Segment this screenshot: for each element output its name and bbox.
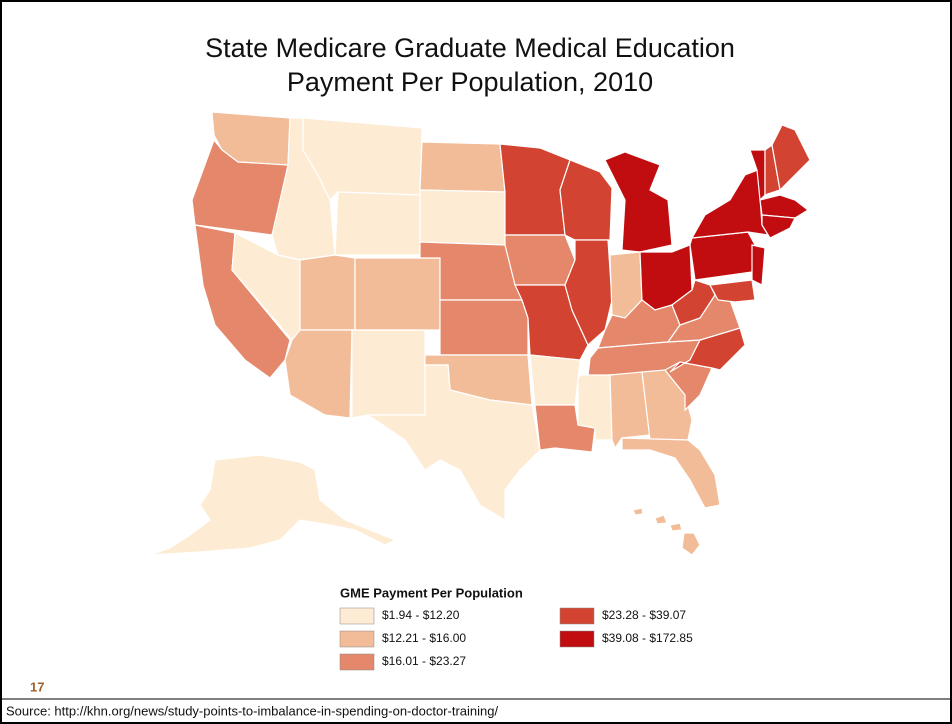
state — [284, 329, 353, 419]
legend-swatch — [559, 607, 595, 625]
state — [709, 279, 756, 303]
legend-label: $1.94 - $12.20 — [382, 608, 460, 622]
state — [604, 151, 673, 253]
state — [419, 141, 506, 193]
state — [504, 234, 576, 286]
state — [499, 143, 571, 236]
legend-label: $23.28 - $39.07 — [602, 608, 686, 622]
legend-swatch — [559, 630, 595, 648]
state — [749, 149, 766, 202]
state — [149, 454, 397, 556]
state — [351, 329, 426, 419]
state — [419, 189, 506, 246]
state — [632, 507, 644, 516]
state — [299, 254, 356, 331]
state — [669, 522, 683, 532]
state — [439, 299, 529, 356]
state — [621, 437, 721, 509]
state — [654, 514, 668, 525]
state — [751, 244, 766, 286]
legend-swatch — [339, 653, 375, 671]
legend-swatch — [339, 607, 375, 625]
state — [559, 159, 613, 241]
us-map — [149, 111, 811, 556]
title-line: Payment Per Population, 2010 — [287, 67, 653, 97]
state — [302, 117, 423, 202]
state — [771, 124, 811, 192]
title-line: State Medicare Graduate Medical Educatio… — [205, 33, 735, 63]
source: Source: http://khn.org/news/study-points… — [6, 703, 498, 718]
state — [334, 191, 421, 256]
legend-label: $39.08 - $172.85 — [602, 631, 693, 645]
state — [366, 364, 541, 522]
state — [761, 214, 796, 239]
state — [529, 354, 581, 406]
legend-title: GME Payment Per Population — [340, 585, 523, 600]
state — [669, 327, 746, 373]
state — [354, 257, 441, 331]
state — [564, 239, 613, 346]
legend-label: $12.21 - $16.00 — [382, 631, 466, 645]
slide-number: 17 — [30, 679, 44, 694]
legend-label: $16.01 - $23.27 — [382, 654, 466, 668]
state — [681, 532, 701, 556]
state — [534, 404, 596, 453]
legend: $1.94 - $12.20 $12.21 - $16.00 $16.01 - $2… — [339, 607, 693, 671]
legend-swatch — [339, 630, 375, 648]
state — [689, 231, 756, 281]
